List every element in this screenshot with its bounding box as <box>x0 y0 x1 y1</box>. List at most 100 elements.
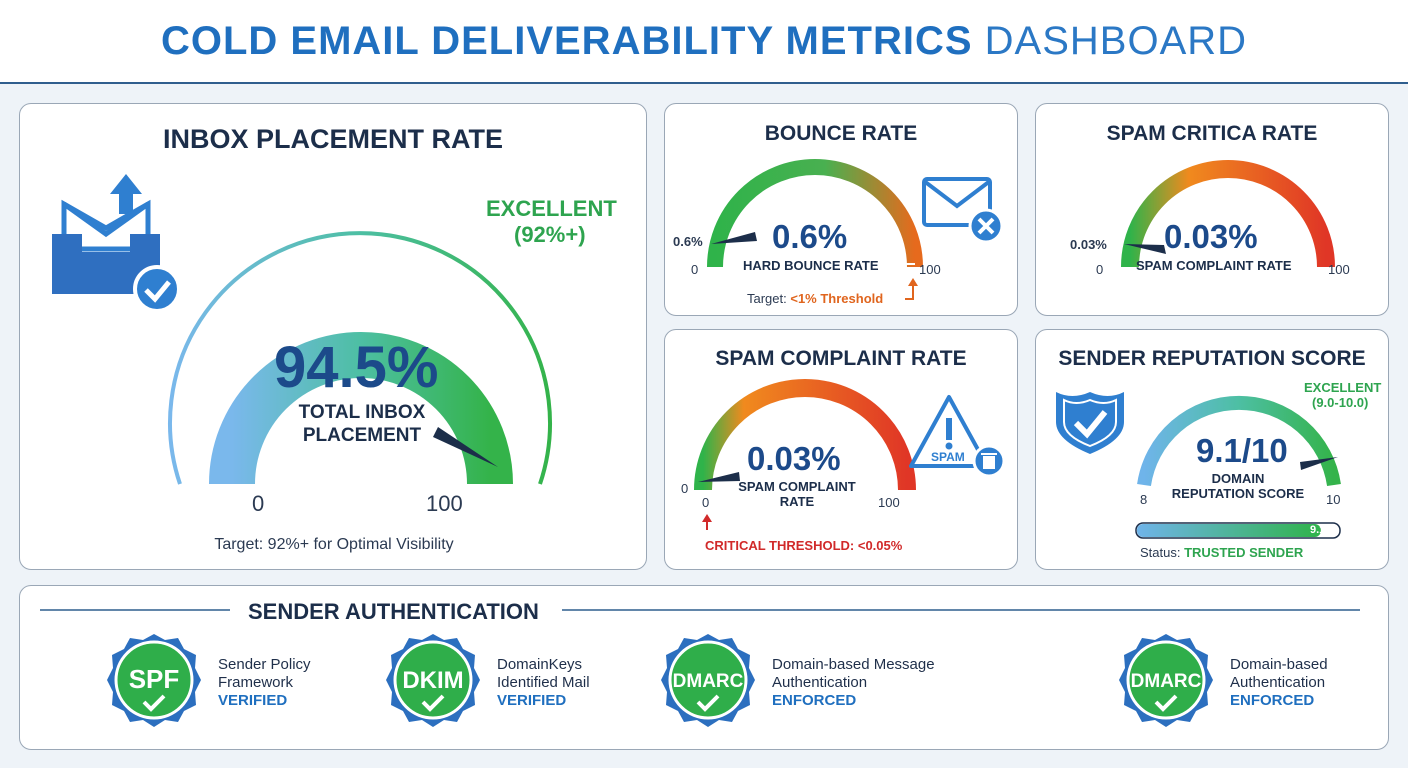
title-bold: COLD EMAIL DELIVERABILITY METRICS <box>160 18 973 63</box>
spam-complaint-gauge <box>694 379 1006 530</box>
reputation-bar-value: 9.1 <box>1310 524 1326 536</box>
reputation-status: Status: TRUSTED SENDER <box>1140 545 1303 560</box>
auth-line2: Authentication <box>772 674 868 691</box>
auth-line1: Sender Policy <box>218 656 311 673</box>
auth-line1: Domain-based <box>1230 656 1328 673</box>
auth-line2: Framework <box>218 674 294 691</box>
dkim-badge-icon: DKIM <box>386 634 480 727</box>
bounce-min-tick: 0 <box>691 262 699 277</box>
inbox-label-line1: TOTAL INBOX <box>298 402 426 423</box>
auth-status: ENFORCED <box>1230 692 1315 709</box>
auth-text: Sender Policy Framework VERIFIED <box>218 656 311 710</box>
title-light: DASHBOARD <box>984 18 1248 63</box>
dmarc-badge-icon: DMARC <box>1119 634 1213 727</box>
auth-badge-text: DMARC <box>1131 671 1202 692</box>
spam-critica-min-tick: 0 <box>1096 262 1104 277</box>
auth-item-dkim: DKIM DomainKeys Identified Mail VERIFIED <box>383 630 590 736</box>
mail-error-icon <box>922 177 1004 244</box>
auth-line2: Authentication <box>1230 674 1326 691</box>
spam-complaint-critical: CRITICAL THRESHOLD: <0.05% <box>705 538 903 553</box>
auth-line1: DomainKeys <box>497 656 583 673</box>
inbox-min-tick: 0 <box>252 491 265 516</box>
auth-item-dmarc: DMARC Domain-based Authentication ENFORC… <box>1116 630 1328 736</box>
spam-critica-label: SPAM COMPLAINT RATE <box>1136 258 1292 273</box>
inbox-max-tick: 100 <box>426 491 463 516</box>
inbox-target: Target: 92%+ for Optimal Visibility <box>214 536 454 553</box>
spam-complaint-label-line1: SPAM COMPLAINT <box>738 479 856 494</box>
spam-complaint-needle <box>698 472 740 482</box>
auth-line1: Domain-based Message <box>772 656 935 673</box>
auth-status: VERIFIED <box>218 692 288 709</box>
bounce-max-tick: 100 <box>919 262 941 277</box>
spam-complaint-value: 0.03% <box>747 440 841 477</box>
sender-authentication-card: SENDER AUTHENTICATION SPF Sender Policy … <box>19 585 1389 750</box>
auth-badge-text: SPF <box>129 664 180 694</box>
bounce-card-title: BOUNCE RATE <box>764 122 918 145</box>
reputation-rating-line2: (9.0-10.0) <box>1312 395 1369 410</box>
reputation-value: 9.1/10 <box>1196 432 1288 469</box>
dashboard-header: COLD EMAIL DELIVERABILITY METRICS DASHBO… <box>0 0 1408 84</box>
inbox-rating-line2: (92%+) <box>514 222 586 247</box>
spam-complaint-card-title: SPAM COMPLAINT RATE <box>715 347 967 370</box>
bounce-label: HARD BOUNCE RATE <box>743 258 879 273</box>
bounce-gauge <box>707 159 1004 300</box>
spam-critica-needle <box>1124 244 1166 254</box>
spam-critica-value: 0.03% <box>1164 218 1258 255</box>
bounce-pointer-label: 0.6% <box>673 234 703 249</box>
reputation-label-line1: DOMAIN <box>1211 471 1265 486</box>
inbox-placement-card: INBOX PLACEMENT RATE 94.5% TOTAL INBOX P… <box>19 103 647 570</box>
reputation-bar-fill <box>1137 524 1321 537</box>
auth-badge-text: DMARC <box>673 671 744 692</box>
inbox-needle <box>433 427 498 467</box>
reputation-min-tick: 8 <box>1140 492 1148 507</box>
spam-critica-card-title: SPAM CRITICA RATE <box>1106 122 1318 145</box>
spam-complaint-card: SPAM COMPLAINT RATE SPAM 0.03% SPAM COMP… <box>664 329 1018 570</box>
spam-critica-card: SPAM CRITICA RATE 0.03% SPAM COMPLAINT R… <box>1035 103 1389 316</box>
spam-warning-trash-icon <box>909 395 1006 478</box>
spam-critica-pointer-label: 0.03% <box>1070 237 1107 252</box>
reputation-status-value: TRUSTED SENDER <box>1184 545 1304 560</box>
reputation-rating-line1: EXCELLENT <box>1304 380 1382 395</box>
auth-item-spf: SPF Sender Policy Framework VERIFIED <box>104 630 311 736</box>
spam-complaint-min-tick: 0 <box>681 481 689 496</box>
inbox-card-title: INBOX PLACEMENT RATE <box>162 124 503 154</box>
reputation-label-line2: REPUTATION SCORE <box>1171 486 1305 501</box>
auth-divider-lines <box>40 609 1360 611</box>
inbox-upload-check-icon <box>52 174 181 313</box>
reputation-max-tick: 10 <box>1326 492 1341 507</box>
auth-status: VERIFIED <box>497 692 567 709</box>
inbox-value: 94.5% <box>274 335 439 400</box>
auth-text: DomainKeys Identified Mail VERIFIED <box>497 656 590 710</box>
inbox-rating-line1: EXCELLENT <box>486 196 617 221</box>
auth-badge-text: DKIM <box>402 667 463 694</box>
reputation-gauge <box>1056 392 1341 539</box>
spam-icon-text: SPAM <box>931 450 965 464</box>
bounce-rate-card: BOUNCE RATE 0.6% HARD BOUNCE RATE 0.6% 0… <box>664 103 1018 316</box>
spam-complaint-min-inner-tick: 0 <box>702 495 710 510</box>
reputation-status-prefix: Status: <box>1140 545 1185 560</box>
auth-line2: Identified Mail <box>497 674 590 691</box>
bounce-value: 0.6% <box>772 218 848 255</box>
spam-complaint-label-line2: RATE <box>779 494 815 509</box>
bounce-target-value: <1% Threshold <box>790 291 884 306</box>
auth-status: ENFORCED <box>772 692 857 709</box>
sender-reputation-card: SENDER REPUTATION SCORE 9.1/10 DOMAIN RE… <box>1035 329 1389 570</box>
reputation-needle <box>1300 457 1338 470</box>
auth-text: Domain-based Authentication ENFORCED <box>1230 656 1328 710</box>
auth-item-dmarc-message: DMARC Domain-based Message Authenticatio… <box>658 630 935 736</box>
bounce-target: Target: <1% Threshold <box>747 291 883 306</box>
auth-section-title: SENDER AUTHENTICATION <box>248 599 539 624</box>
reputation-card-title: SENDER REPUTATION SCORE <box>1058 347 1366 370</box>
spam-complaint-max-tick: 100 <box>878 495 900 510</box>
inbox-label-line2: PLACEMENT <box>302 425 422 446</box>
spam-critica-gauge <box>1121 160 1335 268</box>
bounce-needle <box>711 232 757 244</box>
spf-badge-icon: SPF <box>107 634 201 727</box>
auth-text: Domain-based Message Authentication ENFO… <box>772 656 935 710</box>
dmarc-badge-icon: DMARC <box>661 634 755 727</box>
page-title: COLD EMAIL DELIVERABILITY METRICS DASHBO… <box>161 19 1247 64</box>
shield-check-icon <box>1056 392 1124 454</box>
bounce-target-prefix: Target: <box>747 291 791 306</box>
inbox-gauge <box>52 174 552 485</box>
spam-critica-max-tick: 100 <box>1328 262 1350 277</box>
